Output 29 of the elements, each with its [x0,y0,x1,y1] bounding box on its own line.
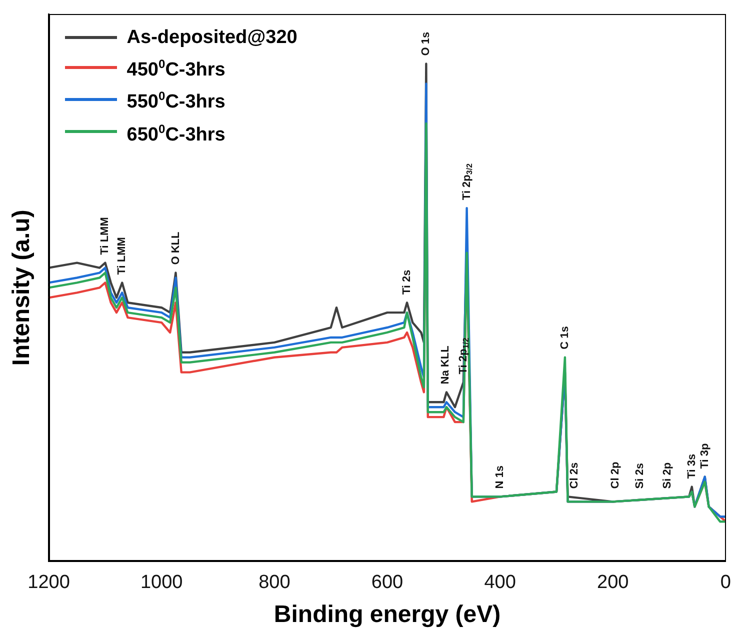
legend-label: As-deposited@320 [126,26,298,50]
legend-label: 550$^{0}$C-3hrs [126,88,226,115]
annotation: Cl 2s [568,462,581,489]
x-tick-label: 1200 [28,572,70,594]
annotation: Ti 3p [698,443,711,469]
annotation: Ti LMM [99,217,112,255]
annotation: Na KLL [439,345,452,384]
annotation: Ti LMM [116,237,128,275]
annotation: O KLL [170,231,182,265]
annotation: C 1s [558,326,571,350]
annotation: Si 2s [634,463,646,489]
x-tick-label: 400 [484,572,516,594]
x-tick-label: 800 [258,572,290,594]
x-tick-label: 600 [371,572,404,594]
legend-label: 450$^{0}$C-3hrs [126,56,226,82]
annotation: Ti 2p1/2 [457,337,471,374]
x-tick-label: 1000 [140,572,183,594]
annotation: O 1s [420,32,432,56]
annotation: Cl 2p [610,462,622,489]
x-axis-title: Binding energy (eV) [274,601,501,628]
annotation: N 1s [494,465,506,489]
legend-label: 650$^{0}$C-3hrs [126,120,226,147]
annotation: Ti 2p3/2 [460,162,474,200]
y-axis-title: Intensity (a.u) [8,210,36,366]
x-tick-label: 200 [597,572,629,594]
annotation: Ti 3s [686,454,698,479]
annotation: Si 2p [662,462,674,489]
x-tick-label: 0 [720,572,732,594]
annotation: Ti 2s [401,270,414,295]
